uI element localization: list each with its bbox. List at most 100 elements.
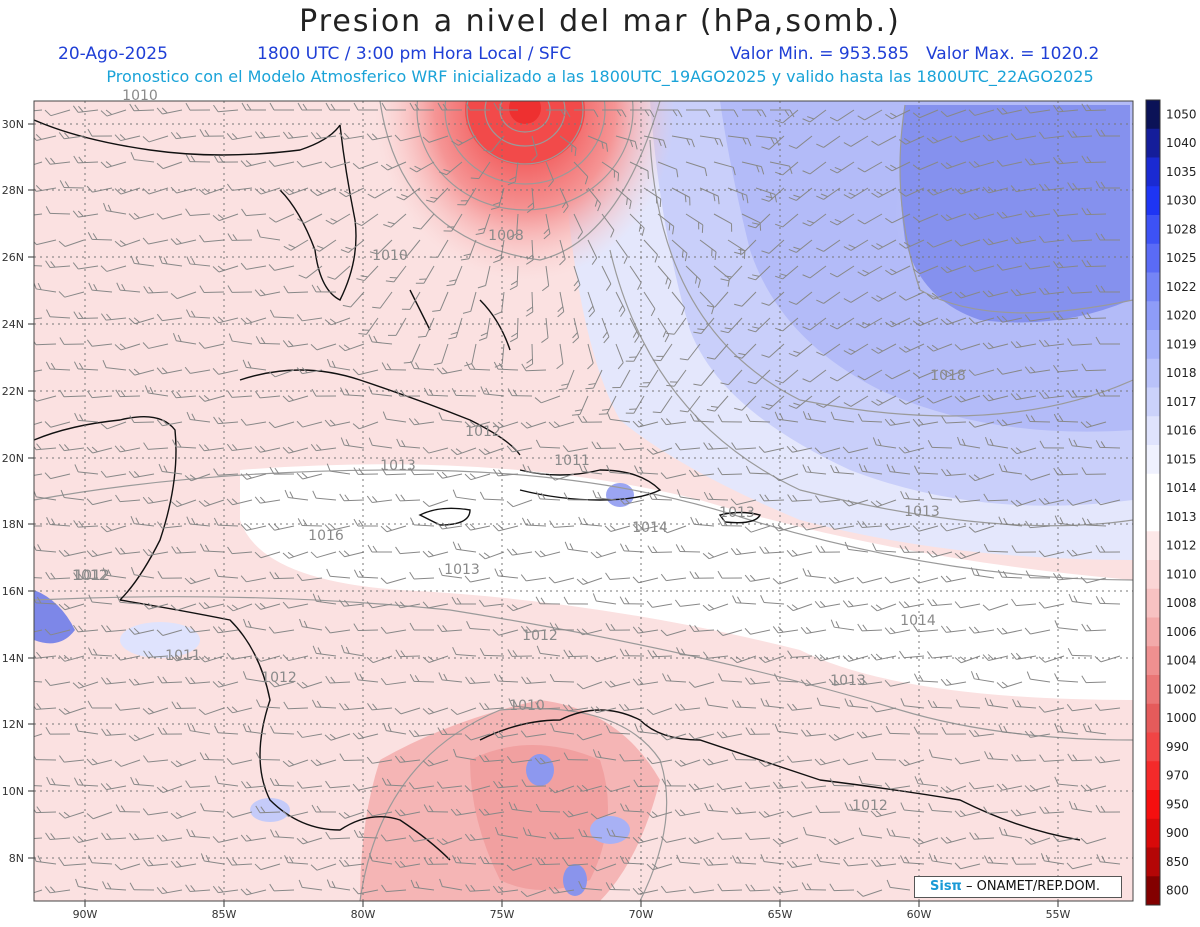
forecast-label: Pronostico con el Modelo Atmosferico WRF… <box>106 67 1094 86</box>
color-bar-label: 1050 <box>1166 107 1197 121</box>
coastlines <box>34 119 1081 861</box>
color-bar-label: 1035 <box>1166 165 1197 179</box>
color-bar-swatch <box>1146 358 1160 388</box>
lon-label: 80W <box>351 908 376 921</box>
isobar-label: 1013 <box>830 673 866 689</box>
color-bar-swatch <box>1146 215 1160 245</box>
color-bar-swatch <box>1146 847 1160 877</box>
color-bar-swatch <box>1146 473 1160 503</box>
color-bar-label: 850 <box>1166 855 1189 869</box>
isobar-label: 1008 <box>488 228 524 244</box>
color-bar-label: 950 <box>1166 797 1189 811</box>
color-bar-label: 1013 <box>1166 510 1197 524</box>
color-bar-swatch <box>1146 157 1160 187</box>
time-label: 1800 UTC / 3:00 pm Hora Local / SFC <box>257 44 572 64</box>
color-bar-label: 1000 <box>1166 711 1197 725</box>
color-bar-swatch <box>1146 703 1160 733</box>
lon-label: 75W <box>490 908 515 921</box>
color-bar-label: 1022 <box>1166 280 1197 294</box>
color-bar-label: 1010 <box>1166 567 1197 581</box>
color-bar-swatch <box>1146 186 1160 216</box>
lat-label: 22N <box>2 385 24 398</box>
isobar-label: 1012 <box>74 568 110 584</box>
color-bar-swatch <box>1146 387 1160 417</box>
color-bar-label: 900 <box>1166 826 1189 840</box>
color-bar-swatch <box>1146 732 1160 762</box>
wind-barbs <box>34 102 1121 898</box>
sispi-logo: Sisπ <box>930 879 962 894</box>
color-bar-swatch <box>1146 445 1160 475</box>
color-bar-label: 1020 <box>1166 309 1197 323</box>
color-bar-label: 1018 <box>1166 366 1197 380</box>
isobar-label: 1012 <box>72 568 108 584</box>
color-bar-label: 800 <box>1166 884 1189 898</box>
color-bar-label: 1015 <box>1166 452 1197 466</box>
isobar-label: 1010 <box>509 698 545 714</box>
color-bar-swatch <box>1146 876 1160 906</box>
color-bar-swatch <box>1146 243 1160 273</box>
credit-text: – ONAMET/REP.DOM. <box>965 879 1101 894</box>
isobar-label: 1014 <box>632 520 668 536</box>
lon-label: 55W <box>1046 908 1071 921</box>
color-bar-label: 1008 <box>1166 596 1197 610</box>
isobar-label: 1011 <box>165 648 201 664</box>
color-bar-label: 1040 <box>1166 136 1197 150</box>
lon-label: 85W <box>212 908 237 921</box>
isobar-label: 1012 <box>465 424 501 440</box>
color-bar-label: 1004 <box>1166 654 1197 668</box>
color-bar-label: 1019 <box>1166 337 1197 351</box>
isobar-label: 1013 <box>719 505 755 521</box>
max-value-label: Valor Max. = 1020.2 <box>926 44 1100 64</box>
color-bar-swatch <box>1146 790 1160 820</box>
credit-box: Sisπ – ONAMET/REP.DOM. <box>914 876 1122 898</box>
color-bar-label: 1025 <box>1166 251 1197 265</box>
color-bar-swatch <box>1146 128 1160 158</box>
lat-label: 20N <box>2 452 24 465</box>
lat-label: 10N <box>2 785 24 798</box>
lon-label: 90W <box>73 908 98 921</box>
isobar-label: 1013 <box>444 562 480 578</box>
color-bar-swatch <box>1146 330 1160 360</box>
lat-label: 14N <box>2 652 24 665</box>
color-bar-swatch <box>1146 272 1160 302</box>
lat-label: 28N <box>2 184 24 197</box>
color-bar-swatch <box>1146 301 1160 331</box>
isobar-label: 1012 <box>522 628 558 644</box>
color-bar-swatch <box>1146 646 1160 676</box>
lat-label: 26N <box>2 251 24 264</box>
shaded-pressure-field <box>34 101 1133 901</box>
lat-label: 24N <box>2 318 24 331</box>
isobar-label: 1013 <box>904 504 940 520</box>
header-line: 20-Ago-2025 1800 UTC / 3:00 pm Hora Loca… <box>0 44 1200 66</box>
date-label: 20-Ago-2025 <box>58 44 168 64</box>
isobar-label: 1014 <box>900 613 936 629</box>
isobar-label: 1012 <box>852 798 888 814</box>
color-bar-label: 1012 <box>1166 539 1197 553</box>
color-bar: 1050 1040 1035 1030 1028 1025 1022 1020 1019 1018… <box>1145 99 1197 906</box>
isobar-labels: 1008 1010 1010 1018 1012 1013 1011 1014 1013 1016… <box>72 88 966 814</box>
color-bar-swatch <box>1146 560 1160 590</box>
lat-lon-grid <box>28 101 1133 907</box>
color-bar-label: 1014 <box>1166 481 1197 495</box>
color-bar-label: 990 <box>1166 740 1189 754</box>
longitude-labels: 90W 85W 80W 75W 70W 65W 60W 55W <box>73 908 1071 921</box>
lat-label: 30N <box>2 118 24 131</box>
color-bar-swatch <box>1146 100 1160 130</box>
color-bar-label: 1006 <box>1166 625 1197 639</box>
isobar-label: 1010 <box>122 88 158 104</box>
isobar-label: 1016 <box>308 528 344 544</box>
color-bar-swatch <box>1146 502 1160 532</box>
isobar-label: 1018 <box>930 368 966 384</box>
map-frame <box>33 100 1134 902</box>
color-bar-label: 1002 <box>1166 682 1197 696</box>
color-bar-swatch <box>1146 588 1160 618</box>
isobar-label: 1011 <box>554 453 590 469</box>
chart-title: Presion a nivel del mar (hPa,somb.) <box>299 4 901 39</box>
lon-label: 60W <box>907 908 932 921</box>
lat-label: 16N <box>2 585 24 598</box>
color-bar-label: 1017 <box>1166 395 1197 409</box>
color-bar-swatch <box>1146 531 1160 561</box>
color-bar-label: 1028 <box>1166 222 1197 236</box>
color-bar-swatch <box>1146 761 1160 791</box>
